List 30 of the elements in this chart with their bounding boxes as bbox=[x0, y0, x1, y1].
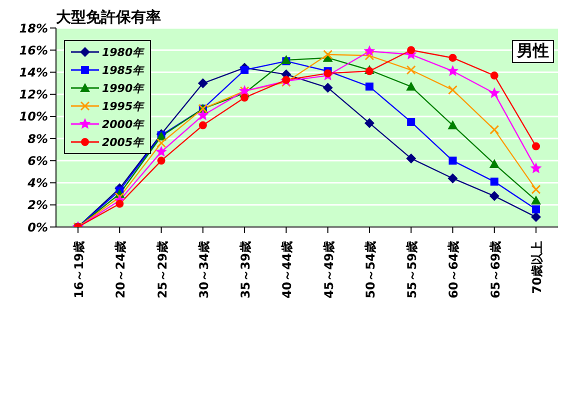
legend-label: 1985年 bbox=[102, 62, 144, 78]
x-tick-label: 55～59歳 bbox=[405, 241, 420, 298]
x-tick-label: 50～54歳 bbox=[363, 241, 378, 298]
y-tick-label: 4% bbox=[26, 176, 48, 190]
x-tick-label: 70歳以上 bbox=[530, 241, 544, 294]
legend-label: 2005年 bbox=[102, 134, 144, 150]
y-tick-label: 10% bbox=[19, 110, 48, 124]
x-tick-label: 65～69歳 bbox=[488, 241, 502, 298]
chart-title: 大型免許保有率 bbox=[56, 8, 161, 27]
y-tick-label: 14% bbox=[19, 65, 48, 80]
y-tick-label: 18% bbox=[19, 21, 48, 36]
x-tick-label: 40～44歳 bbox=[280, 241, 294, 298]
legend-label: 1980年 bbox=[102, 44, 144, 60]
x-tick-label: 16～19歳 bbox=[72, 241, 86, 298]
legend-label: 2000年 bbox=[102, 116, 144, 132]
x-tick-label: 30～34歳 bbox=[196, 241, 211, 298]
x-tick-label: 20～24歳 bbox=[114, 241, 128, 298]
y-tick-label: 8% bbox=[28, 132, 48, 146]
y-tick-label: 0% bbox=[28, 220, 48, 234]
y-tick-label: 16% bbox=[19, 43, 48, 58]
legend-label: 1995年 bbox=[102, 98, 144, 114]
y-tick-label: 2% bbox=[28, 198, 48, 212]
x-tick-label: 45～49歳 bbox=[322, 241, 336, 298]
y-tick-label: 6% bbox=[28, 154, 48, 168]
y-tick-label: 12% bbox=[19, 88, 48, 102]
annotation: 男性 bbox=[512, 40, 554, 63]
x-tick-label: 25～29歳 bbox=[155, 241, 170, 298]
x-tick-label: 35～39歳 bbox=[238, 241, 253, 298]
legend-label: 1990年 bbox=[102, 80, 144, 96]
x-tick-label: 60～64歳 bbox=[446, 241, 461, 298]
